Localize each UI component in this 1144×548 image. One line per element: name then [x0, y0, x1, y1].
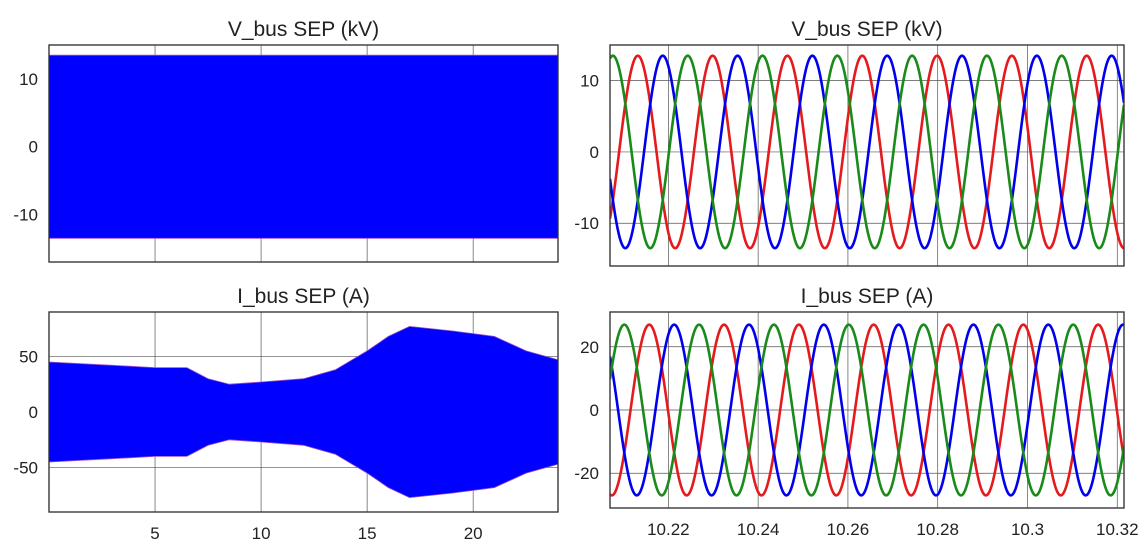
- series-line-3: [610, 323, 1124, 497]
- series-line-1: [610, 54, 1124, 250]
- x-tick-label: 20: [464, 524, 483, 543]
- y-tick-label: 0: [590, 401, 599, 420]
- x-tick-label: 10.22: [647, 520, 690, 539]
- x-tick-label: 5: [150, 524, 159, 543]
- x-tick-label: 10.26: [827, 520, 870, 539]
- plot-border: [609, 311, 1125, 509]
- y-tick-label: -10: [574, 214, 599, 233]
- chart-title: V_bus SEP (kV): [228, 18, 379, 41]
- series-line-2: [610, 323, 1124, 497]
- chart-panel-4: I_bus SEP (A) 10.22 10.24 10.26 10.28 10.3 10.…: [574, 285, 1138, 539]
- y-tick-label: 0: [590, 143, 599, 162]
- plot-border: [48, 311, 559, 513]
- series-envelope: [49, 54, 558, 239]
- x-tick-label: 10.32: [1096, 520, 1139, 539]
- plot-border: [48, 44, 559, 263]
- x-tick-label: 10.28: [916, 520, 959, 539]
- y-tick-label: -50: [13, 459, 38, 478]
- chart-panel-3: V_bus SEP (kV) -10 0 10: [574, 18, 1125, 267]
- series-envelope: [49, 325, 558, 499]
- x-tick-label: 10.24: [737, 520, 780, 539]
- y-tick-label: -20: [574, 464, 599, 483]
- series-line-1: [610, 323, 1124, 497]
- y-tick-label: 10: [580, 72, 599, 91]
- y-tick-label: 10: [19, 70, 38, 89]
- x-tick-label: 15: [358, 524, 377, 543]
- x-tick-label: 10: [252, 524, 271, 543]
- chart-title: I_bus SEP (A): [237, 285, 370, 308]
- series-line-3: [610, 54, 1124, 250]
- y-tick-label: 20: [580, 338, 599, 357]
- y-tick-label: 0: [29, 403, 38, 422]
- plot-border: [609, 44, 1125, 267]
- y-tick-label: 50: [19, 347, 38, 366]
- chart-title: I_bus SEP (A): [801, 285, 934, 308]
- y-tick-label: 0: [29, 138, 38, 157]
- series-line-2: [610, 54, 1124, 250]
- chart-panel-1: V_bus SEP (kV) -10 0 10: [13, 18, 559, 263]
- chart-title: V_bus SEP (kV): [791, 18, 942, 41]
- chart-panel-2: I_bus SEP (A) 5 10 15 20 -50 0 50: [13, 285, 559, 543]
- x-tick-label: 10.3: [1011, 520, 1044, 539]
- y-tick-label: -10: [13, 206, 38, 225]
